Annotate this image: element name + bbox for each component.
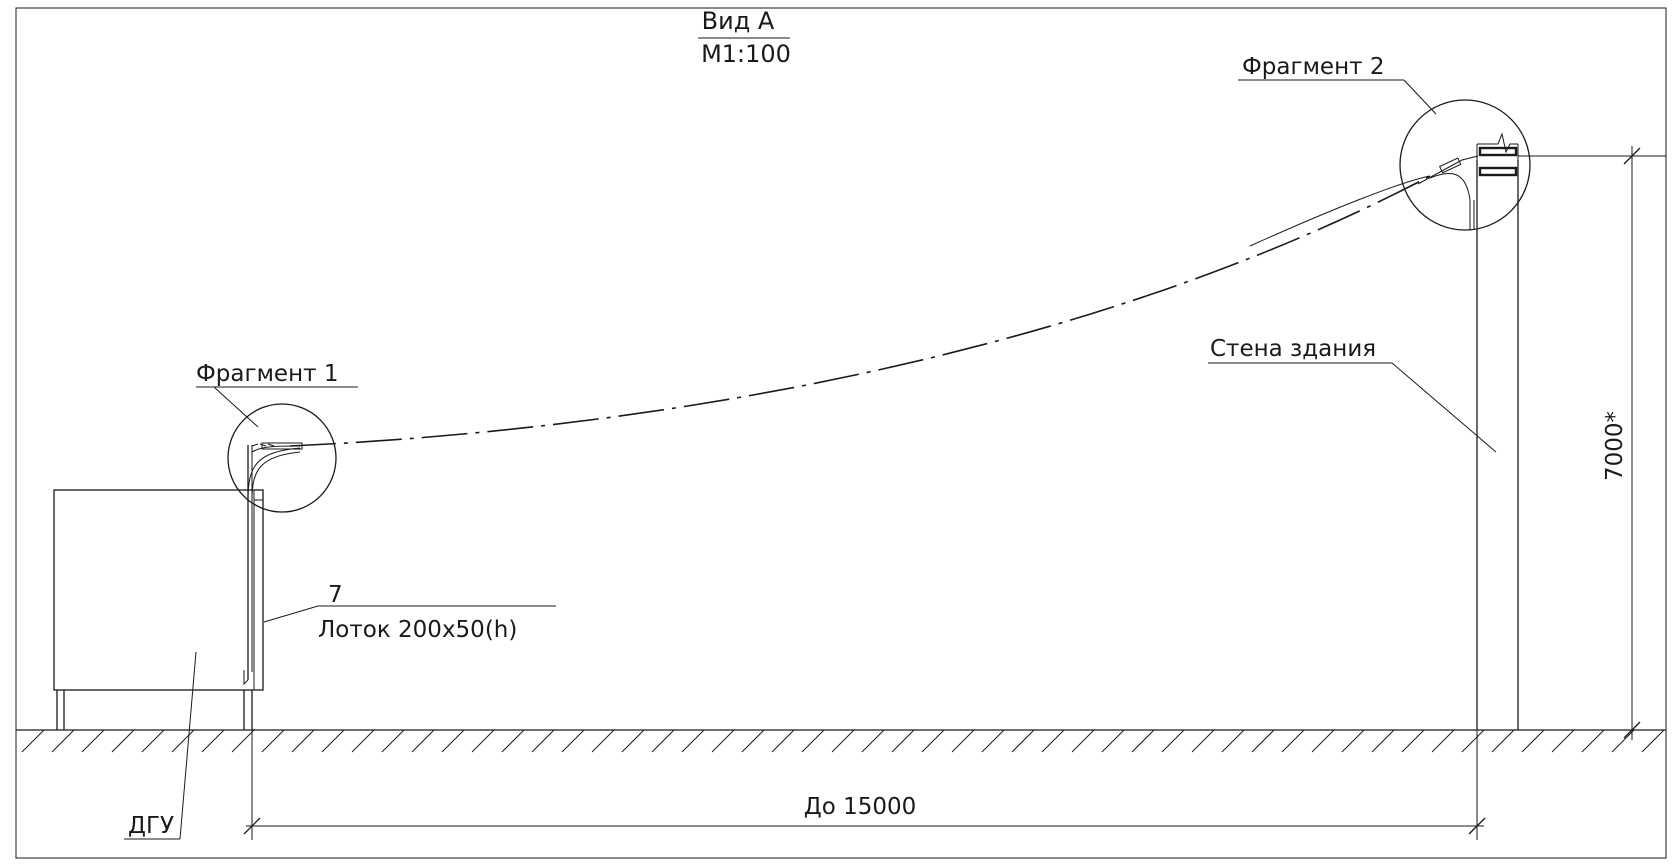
ground-hatch-stroke xyxy=(531,729,555,753)
ground-hatch-stroke xyxy=(1461,729,1485,753)
ground-hatch-stroke xyxy=(441,729,465,753)
ground-hatch-stroke xyxy=(981,729,1005,753)
height-dimension: 7000* xyxy=(1518,146,1666,740)
fragment2-circle xyxy=(1399,99,1531,231)
ground-hatch-stroke xyxy=(1191,729,1215,753)
tray-label: Лоток 200х50(h) xyxy=(318,617,517,643)
ground-hatch-stroke xyxy=(1101,729,1125,753)
ground-hatch-stroke xyxy=(21,729,45,753)
tray-number: 7 xyxy=(328,582,343,608)
ground-hatch-stroke xyxy=(1341,729,1365,753)
ground-hatch-stroke xyxy=(891,729,915,753)
length-dimension-value: До 15000 xyxy=(804,794,917,820)
fragment1-circle xyxy=(227,403,337,513)
dgu-callout: ДГУ xyxy=(124,651,197,840)
fragment2-callout: Фрагмент 2 xyxy=(1238,54,1437,115)
ground-hatch-stroke xyxy=(741,729,765,753)
ground-hatch-stroke xyxy=(1371,729,1395,753)
ground-hatch-stroke xyxy=(1251,729,1275,753)
ground-hatch-stroke xyxy=(621,729,645,753)
wall-callout: Стена здания xyxy=(1208,336,1497,453)
ground-hatch-stroke xyxy=(81,729,105,753)
ground-hatch-stroke xyxy=(801,729,825,753)
ground-hatch-stroke xyxy=(951,729,975,753)
ground-hatch-stroke xyxy=(831,729,855,753)
ground-hatch-stroke xyxy=(1161,729,1185,753)
ground-hatch-stroke xyxy=(381,729,405,753)
ground-hatch-stroke xyxy=(351,729,375,753)
wall-label: Стена здания xyxy=(1210,336,1376,362)
ground-hatch-stroke xyxy=(1401,729,1425,753)
ground-hatch-stroke xyxy=(1071,729,1095,753)
length-dimension: До 15000 xyxy=(243,730,1486,840)
ground-hatch-stroke xyxy=(771,729,795,753)
view-title: Вид А xyxy=(702,7,775,35)
ground-hatch-stroke xyxy=(141,729,165,753)
ground-hatch-stroke xyxy=(921,729,945,753)
ground-hatch-stroke xyxy=(1551,729,1575,753)
sheet-frame xyxy=(15,7,1667,859)
ground-hatch-stroke xyxy=(1641,729,1665,753)
ground-hatch-stroke xyxy=(411,729,435,753)
ground-hatch-stroke xyxy=(681,729,705,753)
ground-hatch-stroke xyxy=(1611,729,1635,753)
ground-hatch-stroke xyxy=(231,729,255,753)
ground-hatch-stroke xyxy=(711,729,735,753)
ground-hatch-stroke xyxy=(1041,729,1065,753)
fragment2-detail xyxy=(1399,99,1531,231)
ground-hatch-stroke xyxy=(591,729,615,753)
ground-hatch-stroke xyxy=(1311,729,1335,753)
view-title-block: Вид А М1:100 xyxy=(698,7,791,68)
ground-hatch-stroke xyxy=(651,729,675,753)
view-scale: М1:100 xyxy=(701,40,791,68)
ground-hatch-stroke xyxy=(1131,729,1155,753)
height-dimension-value: 7000* xyxy=(1602,411,1628,481)
building-wall xyxy=(1476,132,1519,730)
fragment1-detail xyxy=(227,403,337,513)
dgu-label: ДГУ xyxy=(128,813,174,839)
tray-callout: 7 Лоток 200х50(h) xyxy=(263,582,556,643)
ground-hatch-stroke xyxy=(501,729,525,753)
ground-hatch-stroke xyxy=(201,729,225,753)
ground-hatch-stroke xyxy=(1011,729,1035,753)
ground-hatch-stroke xyxy=(1431,729,1455,753)
suspended-cable xyxy=(289,175,1431,447)
ground-hatch-stroke xyxy=(1221,729,1245,753)
ground-line xyxy=(16,729,1666,753)
ground-hatch-stroke xyxy=(1491,729,1515,753)
fragment2-label: Фрагмент 2 xyxy=(1242,54,1384,80)
ground-hatch-stroke xyxy=(471,729,495,753)
ground-hatch-stroke xyxy=(1281,729,1305,753)
ground-hatch-stroke xyxy=(1521,729,1545,753)
ground-hatch-stroke xyxy=(51,729,75,753)
ground-hatch-stroke xyxy=(1581,729,1605,753)
ground-hatch-stroke xyxy=(321,729,345,753)
ground-hatch-stroke xyxy=(261,729,285,753)
dgu-container xyxy=(53,489,264,730)
cable-tray xyxy=(243,445,253,686)
fragment1-callout: Фрагмент 1 xyxy=(196,361,358,428)
ground-hatch-stroke xyxy=(111,729,135,753)
fragment1-label: Фрагмент 1 xyxy=(196,361,338,387)
ground-hatch-stroke xyxy=(291,729,315,753)
ground-hatch-stroke xyxy=(861,729,885,753)
ground-hatch-stroke xyxy=(561,729,585,753)
ground-hatch-stroke xyxy=(171,729,195,753)
